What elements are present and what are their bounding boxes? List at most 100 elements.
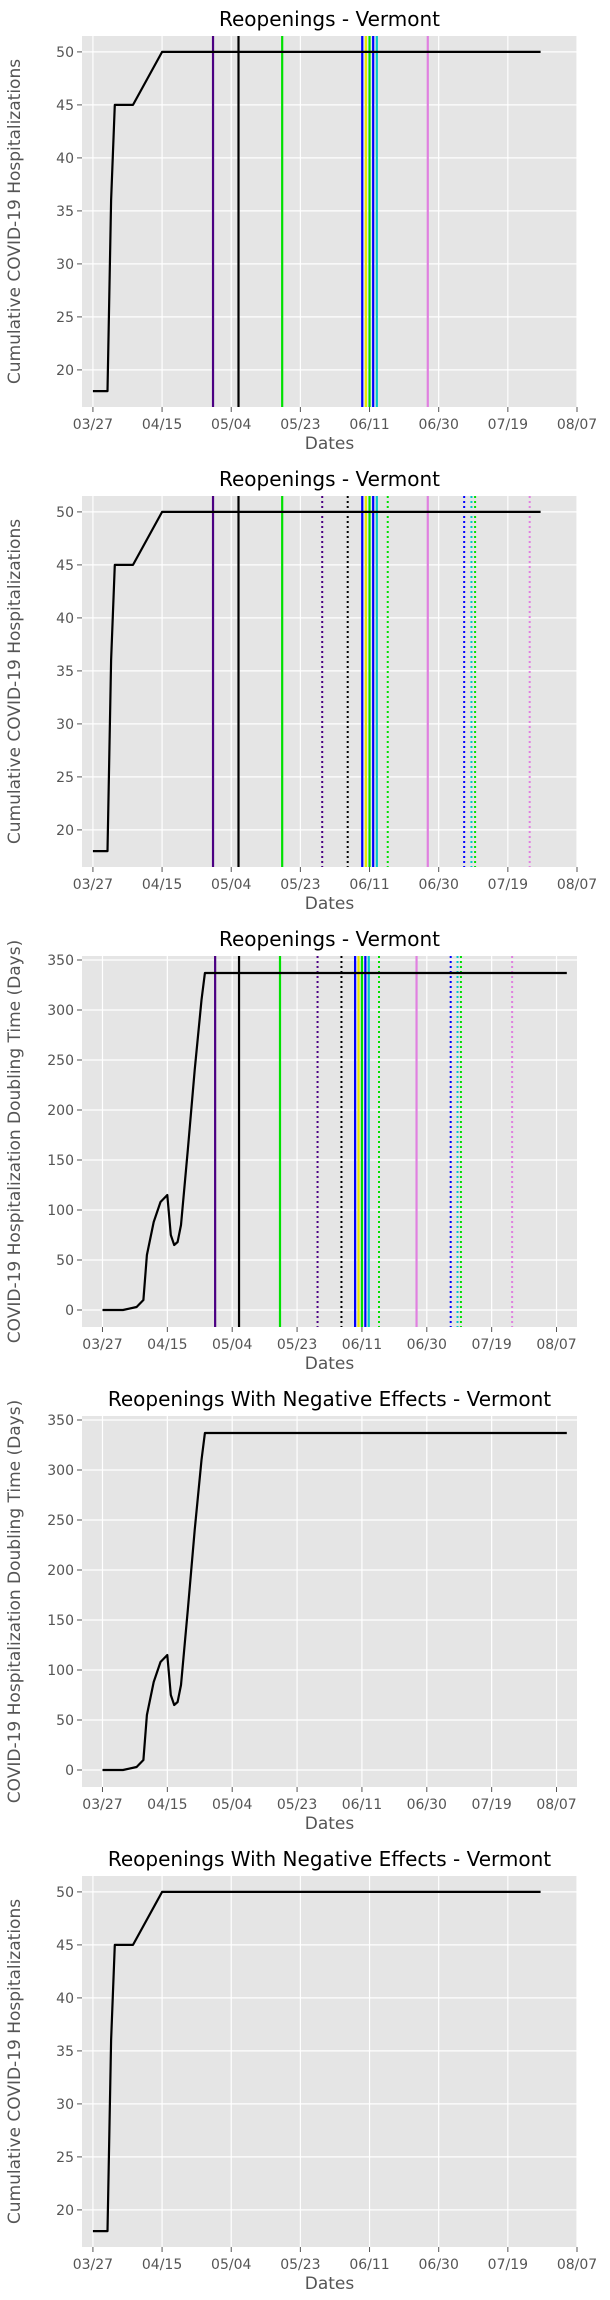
x-tick-label: 07/19 bbox=[488, 877, 528, 893]
x-tick-label: 07/19 bbox=[488, 2257, 528, 2273]
y-tick-label: 50 bbox=[56, 45, 74, 61]
x-axis-label: Dates bbox=[305, 894, 355, 914]
y-tick-label: 200 bbox=[47, 1563, 74, 1579]
y-tick-label: 350 bbox=[47, 953, 74, 969]
y-axis-label: Cumulative COVID-19 Hospitalizations bbox=[5, 59, 25, 384]
x-tick-label: 08/07 bbox=[557, 2257, 597, 2273]
x-tick-label: 08/07 bbox=[536, 1797, 576, 1813]
y-tick-label: 0 bbox=[65, 1303, 74, 1319]
x-axis-label: Dates bbox=[305, 1814, 355, 1834]
x-tick-label: 04/15 bbox=[147, 1797, 187, 1813]
y-tick-label: 40 bbox=[56, 611, 74, 627]
x-tick-label: 07/19 bbox=[471, 1337, 511, 1353]
y-axis-label: COVID-19 Hospitalization Doubling Time (… bbox=[5, 1400, 25, 1803]
y-tick-label: 50 bbox=[56, 1713, 74, 1729]
chart-title: Reopenings With Negative Effects - Vermo… bbox=[108, 1847, 551, 1871]
x-tick-label: 05/23 bbox=[280, 877, 320, 893]
x-axis-label: Dates bbox=[305, 434, 355, 454]
plot-area bbox=[82, 956, 577, 1327]
y-tick-label: 150 bbox=[47, 1613, 74, 1629]
y-tick-label: 350 bbox=[47, 1413, 74, 1429]
y-tick-label: 30 bbox=[56, 257, 74, 273]
x-tick-label: 05/23 bbox=[277, 1797, 317, 1813]
x-tick-label: 07/19 bbox=[471, 1797, 511, 1813]
y-axis-label: Cumulative COVID-19 Hospitalizations bbox=[5, 1899, 25, 2224]
x-tick-label: 07/19 bbox=[488, 417, 528, 433]
x-axis-label: Dates bbox=[305, 1354, 355, 1374]
x-tick-label: 06/30 bbox=[419, 877, 459, 893]
x-tick-label: 04/15 bbox=[147, 1337, 187, 1353]
x-tick-label: 05/04 bbox=[211, 2257, 251, 2273]
chart-3: 03/27 04/15 05/04 05/23 06/11 06/30 07/19 08/07… bbox=[5, 927, 577, 1374]
x-tick-label: 04/15 bbox=[142, 2257, 182, 2273]
y-tick-label: 45 bbox=[56, 558, 74, 574]
y-tick-label: 25 bbox=[56, 2150, 74, 2166]
y-tick-label: 250 bbox=[47, 1513, 74, 1529]
y-tick-label: 300 bbox=[47, 1463, 74, 1479]
x-tick-label: 03/27 bbox=[82, 1337, 122, 1353]
x-tick-label: 05/04 bbox=[211, 417, 251, 433]
x-tick-label: 08/07 bbox=[557, 877, 597, 893]
x-tick-label: 04/15 bbox=[142, 877, 182, 893]
y-tick-label: 250 bbox=[47, 1053, 74, 1069]
y-tick-label: 150 bbox=[47, 1153, 74, 1169]
y-tick-label: 30 bbox=[56, 717, 74, 733]
x-tick-label: 05/23 bbox=[280, 417, 320, 433]
y-tick-label: 200 bbox=[47, 1103, 74, 1119]
y-tick-label: 100 bbox=[47, 1203, 74, 1219]
x-tick-label: 03/27 bbox=[82, 1797, 122, 1813]
plot-area bbox=[82, 1876, 577, 2247]
x-tick-label: 06/30 bbox=[419, 417, 459, 433]
x-tick-label: 05/04 bbox=[212, 1797, 252, 1813]
y-tick-label: 50 bbox=[56, 1253, 74, 1269]
y-tick-label: 35 bbox=[56, 2044, 74, 2060]
y-tick-label: 35 bbox=[56, 204, 74, 220]
x-tick-label: 06/30 bbox=[419, 2257, 459, 2273]
x-tick-label: 04/15 bbox=[142, 417, 182, 433]
y-tick-label: 50 bbox=[56, 1885, 74, 1901]
x-tick-label: 06/30 bbox=[407, 1337, 447, 1353]
y-tick-label: 25 bbox=[56, 310, 74, 326]
y-tick-label: 20 bbox=[56, 823, 74, 839]
chart-title: Reopenings - Vermont bbox=[219, 467, 440, 491]
y-tick-label: 45 bbox=[56, 98, 74, 114]
chart-title: Reopenings - Vermont bbox=[219, 927, 440, 951]
x-tick-label: 06/11 bbox=[349, 877, 389, 893]
y-tick-label: 100 bbox=[47, 1663, 74, 1679]
series-line bbox=[102, 971, 567, 1312]
y-tick-label: 45 bbox=[56, 1938, 74, 1954]
y-tick-label: 30 bbox=[56, 2097, 74, 2113]
x-tick-label: 06/11 bbox=[349, 417, 389, 433]
y-tick-label: 40 bbox=[56, 151, 74, 167]
y-axis-label: Cumulative COVID-19 Hospitalizations bbox=[5, 519, 25, 844]
y-tick-label: 40 bbox=[56, 1991, 74, 2007]
x-tick-label: 03/27 bbox=[73, 417, 113, 433]
x-tick-label: 03/27 bbox=[73, 877, 113, 893]
y-axis-label: COVID-19 Hospitalization Doubling Time (… bbox=[5, 940, 25, 1343]
chart-title: Reopenings With Negative Effects - Vermo… bbox=[108, 1387, 551, 1411]
x-tick-label: 06/30 bbox=[407, 1797, 447, 1813]
x-tick-label: 06/11 bbox=[349, 2257, 389, 2273]
series-line bbox=[92, 510, 541, 853]
plot-area bbox=[82, 1416, 577, 1787]
x-axis-label: Dates bbox=[305, 2274, 355, 2294]
y-tick-label: 25 bbox=[56, 770, 74, 786]
x-tick-label: 06/11 bbox=[342, 1797, 382, 1813]
y-tick-label: 300 bbox=[47, 1003, 74, 1019]
plot-area bbox=[82, 36, 577, 407]
chart-5: 03/27 04/15 05/04 05/23 06/11 06/30 07/19 08/07… bbox=[5, 1847, 597, 2294]
x-tick-label: 08/07 bbox=[557, 417, 597, 433]
x-tick-label: 06/11 bbox=[342, 1337, 382, 1353]
series-line bbox=[102, 1431, 567, 1772]
y-tick-label: 20 bbox=[56, 363, 74, 379]
x-tick-label: 08/07 bbox=[536, 1337, 576, 1353]
series-line bbox=[92, 50, 541, 393]
y-tick-label: 35 bbox=[56, 664, 74, 680]
y-tick-label: 50 bbox=[56, 505, 74, 521]
x-tick-label: 03/27 bbox=[73, 2257, 113, 2273]
chart-2: 03/27 04/15 05/04 05/23 06/11 06/30 07/19 08/07… bbox=[5, 467, 597, 914]
chart-1: 03/27 04/15 05/04 05/23 06/11 06/30 07/19 08/07… bbox=[5, 7, 597, 454]
plot-area bbox=[82, 496, 577, 867]
chart-title: Reopenings - Vermont bbox=[219, 7, 440, 31]
